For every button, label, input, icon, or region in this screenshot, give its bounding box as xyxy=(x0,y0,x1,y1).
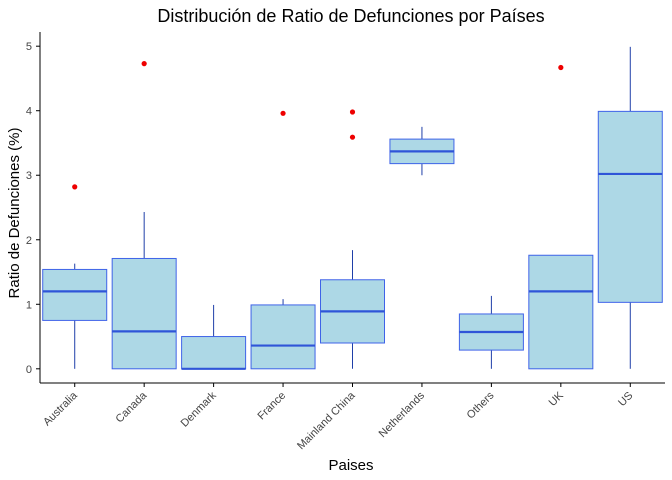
box-canada xyxy=(111,257,177,370)
chart-title: Distribución de Ratio de Defunciones por… xyxy=(157,6,544,26)
x-axis-title: Paises xyxy=(328,457,373,474)
box-france xyxy=(250,304,316,370)
x-tick-label-australia: Australia xyxy=(41,389,80,428)
x-tick-label-us: US xyxy=(616,390,635,409)
outlier-point-mainland-china xyxy=(349,109,356,115)
x-tick-label-canada: Canada xyxy=(114,389,150,425)
box-us xyxy=(597,110,663,303)
outlier-point-canada xyxy=(141,61,147,67)
plot-area: 0 1 2 3 4 5 Australia Canada Denmark France Mainla… xyxy=(26,32,665,452)
y-tick-label: 2 xyxy=(26,235,32,247)
x-tick-label-denmark: Denmark xyxy=(179,389,219,429)
outlier-point-australia xyxy=(72,184,78,190)
x-tick-label-netherlands: Netherlands xyxy=(377,389,428,440)
outlier-point-mainland-china xyxy=(349,134,356,140)
y-tick-label: 5 xyxy=(26,41,32,53)
outlier-point-france xyxy=(280,110,286,116)
y-tick-label: 0 xyxy=(26,364,32,376)
x-tick-label-france: France xyxy=(255,390,288,423)
x-tick-label-mainland-china: Mainland China xyxy=(295,389,358,452)
box-uk xyxy=(528,254,594,370)
y-axis-title: Ratio de Defunciones (%) xyxy=(6,128,23,299)
x-tick-label-others: Others xyxy=(465,389,497,421)
box-australia xyxy=(42,268,108,321)
outlier-point-uk xyxy=(558,64,564,71)
x-tick-label-uk: UK xyxy=(547,389,567,409)
y-tick-label: 1 xyxy=(26,299,32,311)
y-tick-label: 3 xyxy=(26,170,32,182)
y-tick-label: 4 xyxy=(26,106,32,118)
box-denmark xyxy=(181,336,247,370)
